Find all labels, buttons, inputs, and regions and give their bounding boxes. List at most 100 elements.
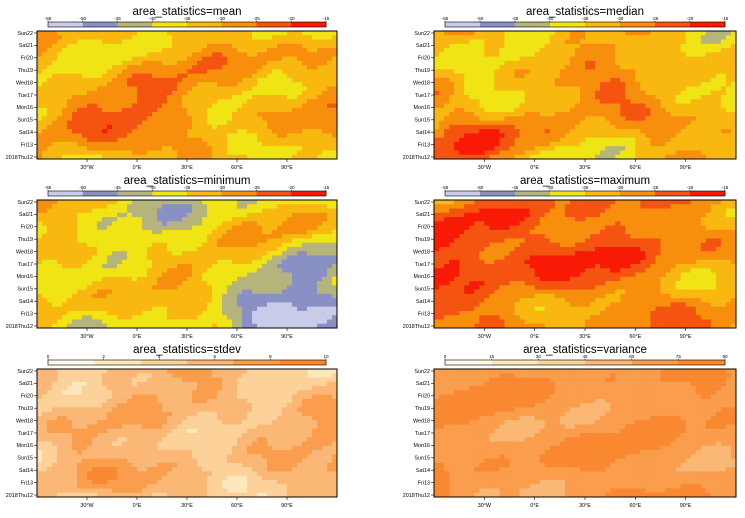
heatmap-cell xyxy=(640,133,646,139)
heatmap-cell xyxy=(162,208,168,214)
heatmap-cell xyxy=(122,154,128,160)
heatmap-cell xyxy=(650,48,656,53)
heatmap-cell xyxy=(322,272,328,278)
heatmap-cell xyxy=(454,141,460,147)
heatmap-cell xyxy=(227,242,233,248)
heatmap-cell xyxy=(509,133,515,139)
heatmap-cell xyxy=(207,229,213,235)
heatmap-cell xyxy=(147,60,153,66)
heatmap-cell xyxy=(162,48,168,53)
heatmap-cell xyxy=(730,82,737,87)
heatmap-cell xyxy=(217,52,223,57)
heatmap-cell xyxy=(107,234,113,239)
heatmap-cell xyxy=(287,95,293,100)
heatmap-cell xyxy=(117,141,123,147)
heatmap-cell xyxy=(272,200,278,205)
heatmap-cell xyxy=(137,200,143,205)
heatmap-cell xyxy=(484,146,490,151)
heatmap-cell xyxy=(469,112,475,117)
heatmap-cell xyxy=(322,129,328,134)
heatmap-cell xyxy=(444,120,450,126)
heatmap-cell xyxy=(142,150,148,156)
heatmap-cell xyxy=(157,112,163,117)
heatmap-cell xyxy=(217,276,223,282)
heatmap-cell xyxy=(132,73,138,79)
heatmap-cell xyxy=(242,35,248,40)
heatmap-cell xyxy=(730,137,737,143)
heatmap-cell xyxy=(192,112,198,117)
heatmap-cell xyxy=(152,86,158,92)
heatmap-cell xyxy=(262,141,268,147)
heatmap-cell xyxy=(655,86,661,92)
heatmap-cell xyxy=(600,99,606,104)
heatmap-cell xyxy=(127,204,133,209)
heatmap-cell xyxy=(262,95,268,100)
heatmap-cell xyxy=(122,39,128,45)
heatmap-cell xyxy=(122,285,128,290)
heatmap-cell xyxy=(127,56,133,62)
heatmap-cell xyxy=(62,141,68,147)
heatmap-cell xyxy=(332,255,338,261)
heatmap-cell xyxy=(509,39,515,45)
heatmap-cell xyxy=(152,129,158,134)
heatmap-cell xyxy=(222,272,228,278)
heatmap-cell xyxy=(117,124,123,130)
heatmap-cell xyxy=(212,39,218,45)
heatmap-cell xyxy=(62,276,68,282)
heatmap-cell xyxy=(554,95,561,100)
heatmap-cell xyxy=(610,133,616,139)
heatmap-cell xyxy=(630,31,636,36)
heatmap-cell xyxy=(585,48,591,53)
heatmap-cell xyxy=(554,129,561,134)
heatmap-cell xyxy=(287,124,293,130)
heatmap-cell xyxy=(625,35,631,40)
heatmap-cell xyxy=(499,103,505,109)
heatmap-cell xyxy=(332,200,338,205)
y-tick-label: Sat21 xyxy=(416,43,430,49)
heatmap-cell xyxy=(182,107,188,113)
heatmap-cell xyxy=(685,124,692,130)
heatmap-cell xyxy=(52,221,58,226)
heatmap-cell xyxy=(157,225,163,231)
heatmap-cell xyxy=(297,268,303,273)
heatmap-cell xyxy=(57,150,63,156)
heatmap-cell xyxy=(519,31,525,36)
heatmap-cell xyxy=(484,154,490,160)
heatmap-cell xyxy=(690,154,697,160)
heatmap-cell xyxy=(509,82,515,87)
heatmap-cell xyxy=(529,124,536,130)
heatmap-cell xyxy=(157,238,163,244)
heatmap-cell xyxy=(77,60,83,66)
heatmap-cell xyxy=(137,116,143,121)
heatmap-cell xyxy=(162,251,168,256)
heatmap-cell xyxy=(147,107,153,113)
heatmap-cell xyxy=(222,150,228,156)
heatmap-cell xyxy=(610,150,616,156)
heatmap-cell xyxy=(227,77,233,83)
heatmap-cell xyxy=(57,124,63,130)
heatmap-cell xyxy=(187,146,193,151)
heatmap-cell xyxy=(439,82,445,87)
heatmap-cell xyxy=(585,133,591,139)
heatmap-cell xyxy=(137,229,143,235)
heatmap-cell xyxy=(650,112,656,117)
heatmap-cell xyxy=(67,48,73,53)
heatmap-cell xyxy=(92,221,98,226)
heatmap-cell xyxy=(459,133,465,139)
heatmap-cell xyxy=(595,103,601,109)
heatmap-cell xyxy=(317,48,323,53)
heatmap-cell xyxy=(690,99,697,104)
heatmap-cell xyxy=(147,48,153,53)
y-tick-label: Tue17 xyxy=(415,93,430,99)
heatmap-cell xyxy=(222,225,228,231)
heatmap-cell xyxy=(267,234,273,239)
heatmap-cell xyxy=(282,255,288,261)
heatmap-cell xyxy=(192,107,198,113)
heatmap-cell xyxy=(142,99,148,104)
heatmap-cell xyxy=(262,200,268,205)
heatmap-cell xyxy=(710,99,717,104)
heatmap-cell xyxy=(529,86,536,92)
heatmap-cell xyxy=(202,229,208,235)
heatmap-cell xyxy=(187,268,193,273)
heatmap-cell xyxy=(272,264,278,269)
